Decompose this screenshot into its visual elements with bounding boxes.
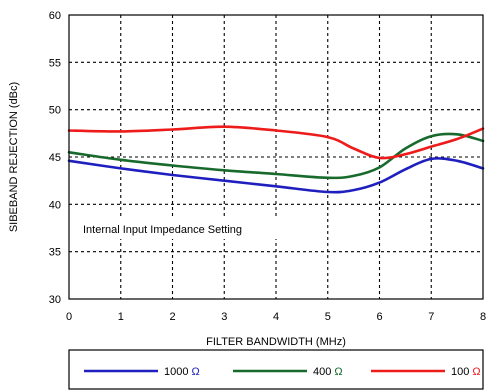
x-tick-label: 6 xyxy=(376,311,382,323)
legend-label: 1000 Ω xyxy=(164,366,200,378)
x-tick-label: 3 xyxy=(221,311,227,323)
x-tick-label: 8 xyxy=(480,311,486,323)
grid xyxy=(69,15,483,299)
series-line-2 xyxy=(67,125,485,160)
y-tick-label: 50 xyxy=(49,105,61,117)
series-line-0 xyxy=(67,157,485,194)
x-tick-label: 0 xyxy=(66,311,72,323)
y-tick-label: 45 xyxy=(49,152,61,164)
annotation-background xyxy=(80,219,280,239)
x-tick-label: 1 xyxy=(118,311,124,323)
legend-box xyxy=(68,349,484,390)
x-tick-label: 4 xyxy=(273,311,279,323)
x-tick-labels: 0 1 2 3 4 5 6 7 8 xyxy=(66,311,486,323)
y-tick-label: 35 xyxy=(49,247,61,259)
y-tick-label: 40 xyxy=(49,199,61,211)
legend-label: 400 Ω xyxy=(313,366,343,378)
legend-label: 100 Ω xyxy=(451,366,481,378)
y-tick-label: 60 xyxy=(49,10,61,22)
x-tick-label: 5 xyxy=(325,311,331,323)
y-tick-labels: 30 35 40 45 50 55 60 xyxy=(49,10,61,306)
series-line-1 xyxy=(67,132,485,180)
y-tick-label: 30 xyxy=(49,294,61,306)
x-tick-label: 2 xyxy=(169,311,175,323)
legend: 1000 Ω 400 Ω 100 Ω xyxy=(84,366,481,378)
annotation-text: Internal Input Impedance Setting xyxy=(83,224,242,236)
x-tick-label: 7 xyxy=(428,311,434,323)
x-axis-label: FILTER BANDWIDTH (MHz) xyxy=(206,336,346,348)
plot-frame xyxy=(68,14,484,300)
series-layer xyxy=(67,125,485,194)
y-tick-label: 55 xyxy=(49,57,61,69)
y-axis-label: SIBEBAND REJECTION (dBc) xyxy=(8,82,20,232)
